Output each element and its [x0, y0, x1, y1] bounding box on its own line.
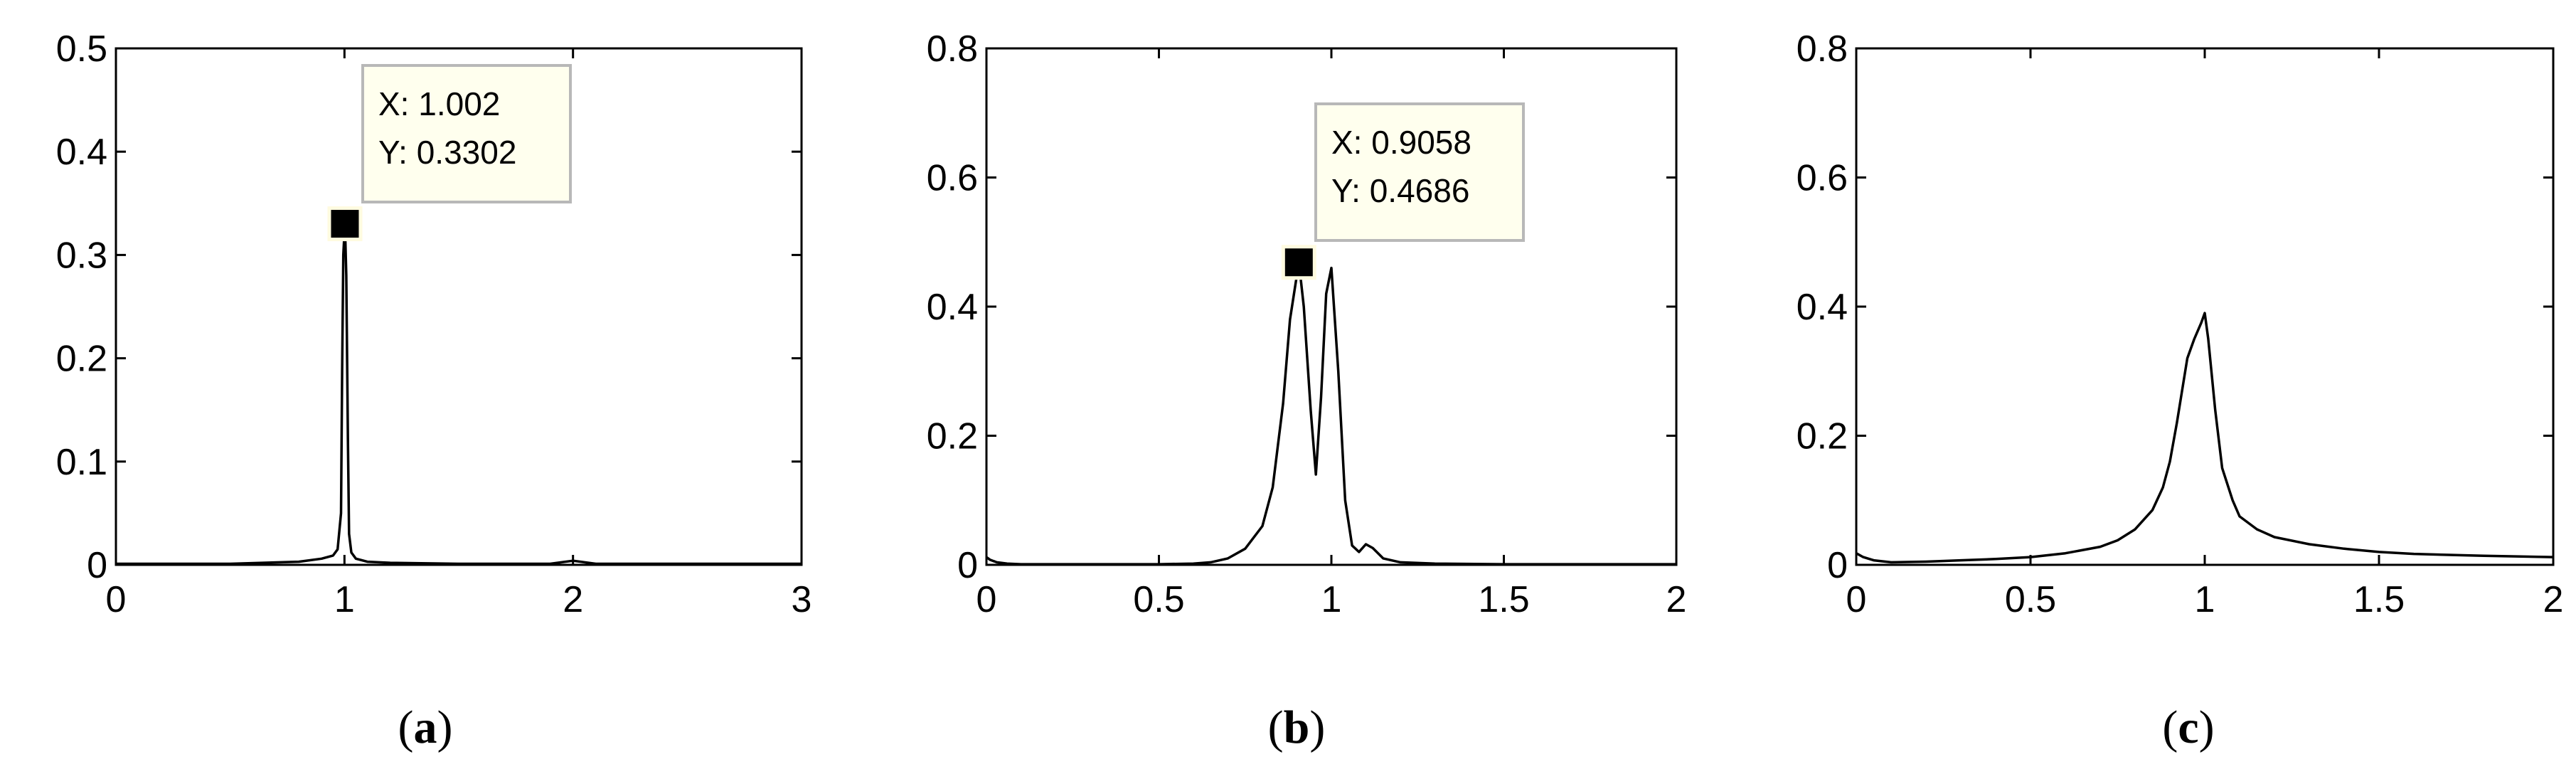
x-tick-label: 0: [976, 579, 997, 620]
x-tick-label: 1: [1321, 579, 1342, 620]
chart-panel-a: 0 1 2 3 0 0.1 0.2 0.3 0.4 0.5 X: 1.002 Y: 0.3302 (a): [56, 28, 812, 753]
datatip-x-label: X: 0.9058: [1331, 124, 1471, 161]
y-tick-label: 0: [957, 545, 978, 586]
y-tick-label: 0.2: [1797, 416, 1848, 457]
y-tick-label: 0.8: [1797, 28, 1848, 70]
y-tick-label: 0.4: [56, 132, 107, 173]
y-tick-label: 0.8: [927, 28, 978, 70]
x-tick-label: 1.5: [2353, 579, 2405, 620]
chart-panel-c: 0 0.5 1 1.5 2 0 0.2 0.4 0.6 0.8 (c): [1797, 28, 2564, 753]
y-tick-label: 0.6: [1797, 158, 1848, 199]
panel-caption: (a): [398, 701, 453, 753]
series-line: [116, 222, 802, 566]
x-tick-label: 0.5: [2005, 579, 2056, 620]
y-tick-label: 0.1: [56, 442, 107, 483]
x-tick-label: 1.5: [1478, 579, 1529, 620]
x-tick-label: 0: [106, 579, 127, 620]
y-tick-label: 0.6: [927, 158, 978, 199]
series-line: [985, 260, 1676, 566]
x-tick-label: 0.5: [1133, 579, 1184, 620]
y-tick-label: 0.4: [927, 287, 978, 328]
series-line: [1856, 312, 2554, 564]
x-tick-label: 3: [792, 579, 812, 620]
x-tick-label: 2: [563, 579, 583, 620]
panel-caption: (b): [1268, 701, 1326, 753]
datatip-marker[interactable]: [1281, 245, 1316, 280]
y-tick-label: 0.5: [56, 28, 107, 70]
datatip-y-label: Y: 0.3302: [378, 134, 516, 171]
datatip-y-label: Y: 0.4686: [1331, 172, 1469, 209]
x-tick-label: 1: [334, 579, 355, 620]
plot-area: [1855, 47, 2555, 566]
y-tick-label: 0.4: [1797, 287, 1848, 328]
y-tick-label: 0.2: [927, 416, 978, 457]
y-tick-label: 0.3: [56, 235, 107, 276]
y-tick-label: 0.2: [56, 339, 107, 380]
chart-panel-b: 0 0.5 1 1.5 2 0 0.2 0.4 0.6 0.8 X: 0.9058 Y: 0.4686…: [927, 28, 1687, 753]
datatip-box[interactable]: [1314, 102, 1525, 242]
y-tick-label: 0: [1827, 545, 1848, 586]
panel-caption: (c): [2162, 701, 2214, 753]
x-tick-label: 2: [1666, 579, 1687, 620]
x-tick-label: 1: [2195, 579, 2215, 620]
y-tick-label: 0: [87, 545, 107, 586]
x-tick-label: 0: [1846, 579, 1867, 620]
datatip-marker[interactable]: [327, 206, 363, 242]
x-tick-label: 2: [2543, 579, 2564, 620]
datatip-box[interactable]: [361, 64, 572, 203]
datatip-x-label: X: 1.002: [378, 85, 500, 122]
